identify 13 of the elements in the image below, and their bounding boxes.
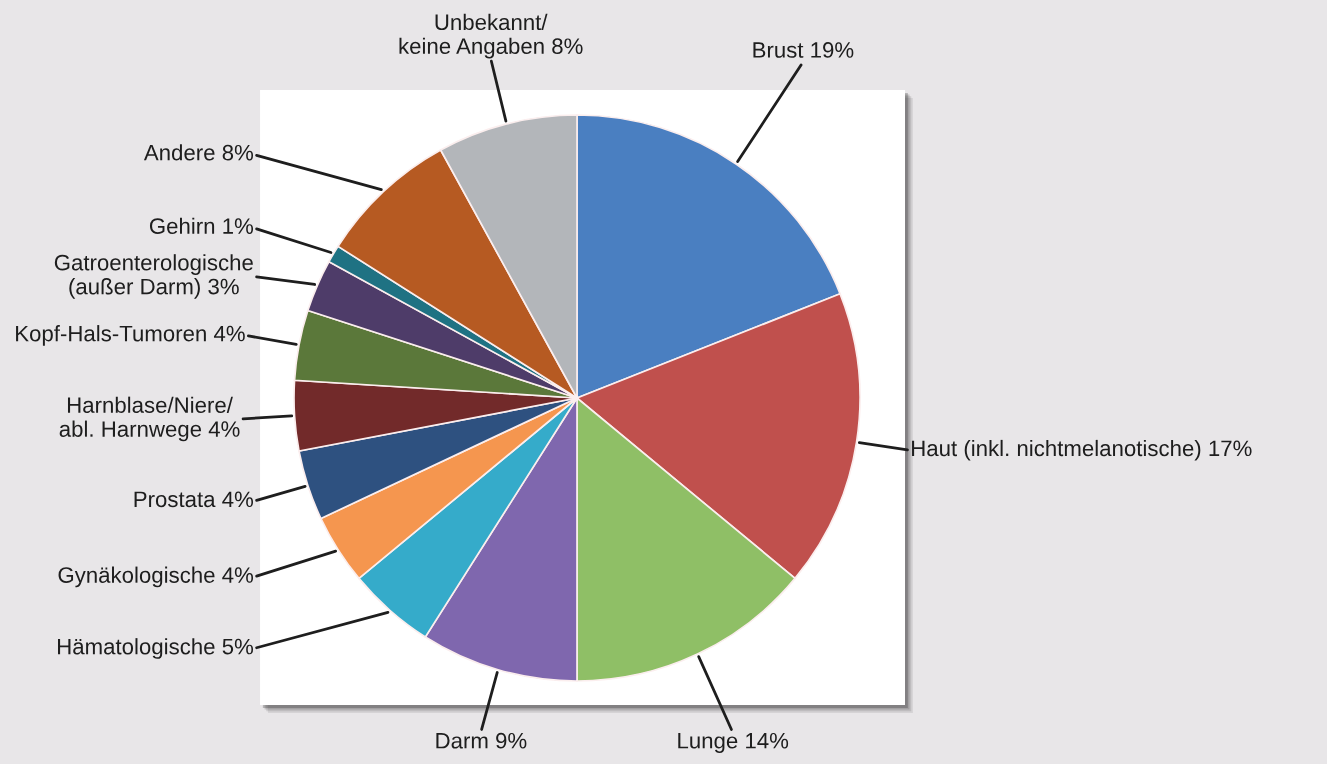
slice-label: Kopf-Hals-Tumoren 4% [16,325,245,346]
slice-label: Harnblase/Niere/ abl. Harnwege 4% [59,396,240,442]
slice-label: Prostata 4% [134,491,254,508]
slice-label: Andere 8% [143,144,254,161]
slice-label: Lunge 14% [678,732,789,753]
slice-label: Gatroenterologische (außer Darm) 3% [54,254,253,299]
slice-label: Brust 19% [753,42,854,58]
slice-label: Hämatologische 5% [58,638,254,659]
slice-label: Gehirn 1% [149,217,254,234]
slice-label: Haut (inkl. nichtmelanotische) 17% [912,439,1252,461]
slice-label: Unbekannt/ keine Angaben 8% [399,13,583,59]
slice-label: Darm 9% [436,732,527,749]
slice-label: Gynäkologische 4% [58,566,254,588]
